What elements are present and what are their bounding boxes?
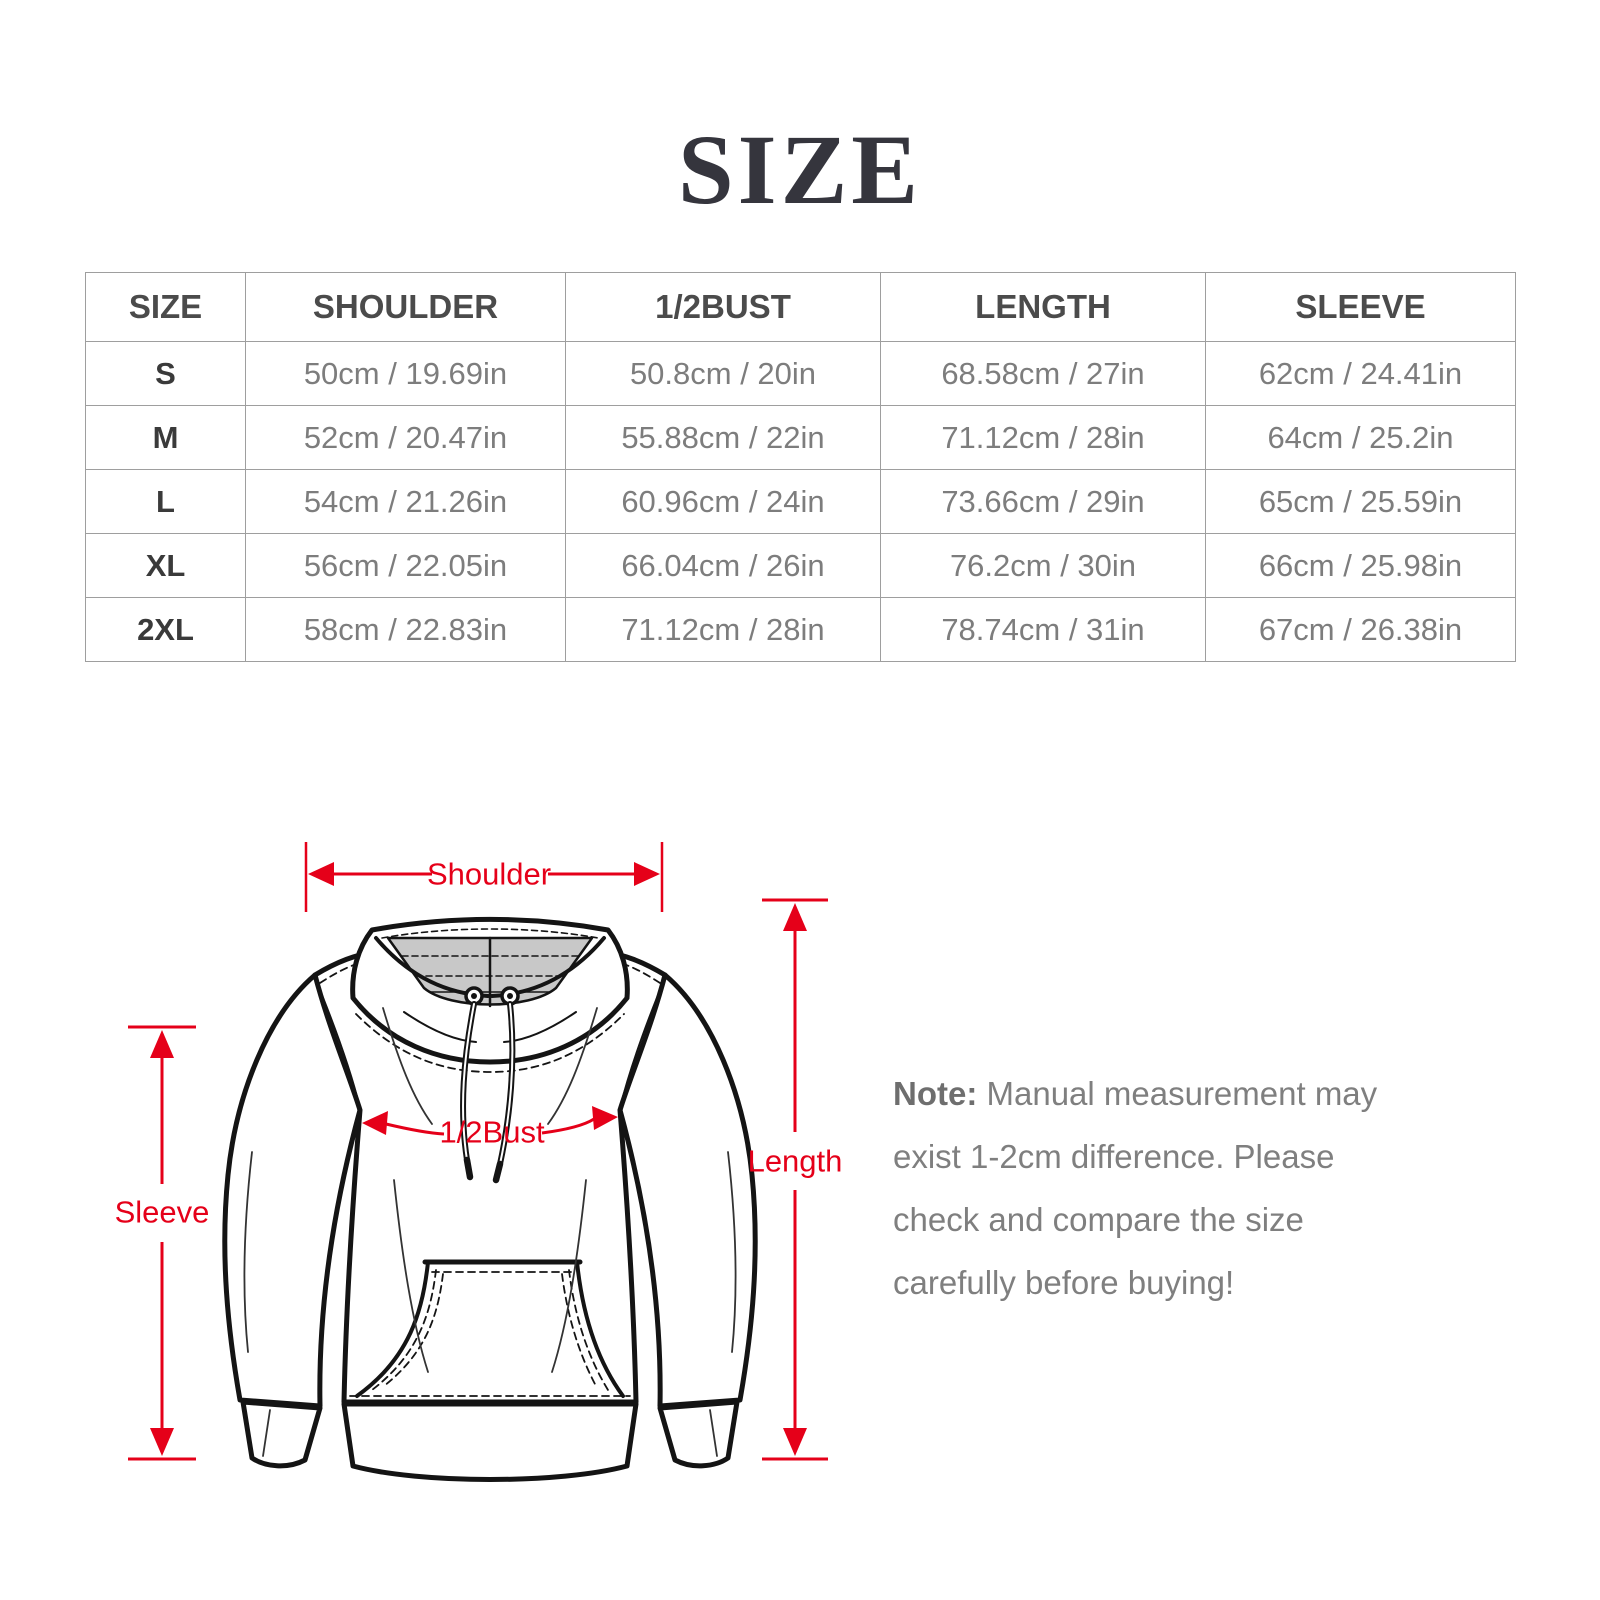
header-size: SIZE (85, 272, 246, 342)
bust-arrow (362, 1106, 618, 1136)
note-text: Note: Manual measurement may exist 1-2cm… (893, 1062, 1493, 1314)
page-title: SIZE (678, 114, 922, 225)
pocket-right-edge (575, 1260, 625, 1398)
cell-size: S (85, 341, 246, 406)
hem-band (341, 1401, 639, 1482)
bust-label: 1/2Bust (439, 1115, 545, 1150)
table-header-row: SIZE SHOULDER 1/2BUST LENGTH SLEEVE (85, 272, 1516, 342)
pocket-left-edge (355, 1260, 430, 1398)
cell-sleeve: 66cm / 25.98in (1205, 533, 1516, 598)
header-shoulder: SHOULDER (245, 272, 566, 342)
cell-shoulder: 52cm / 20.47in (245, 405, 566, 470)
note-prefix: Note: (893, 1075, 978, 1112)
cell-bust: 50.8cm / 20in (565, 341, 881, 406)
cell-length: 71.12cm / 28in (880, 405, 1206, 470)
header-sleeve: SLEEVE (1205, 272, 1516, 342)
header-bust: 1/2BUST (565, 272, 881, 342)
table-row: S 50cm / 19.69in 50.8cm / 20in 68.58cm /… (85, 341, 1516, 406)
table-row: 2XL 58cm / 22.83in 71.12cm / 28in 78.74c… (85, 597, 1516, 662)
cell-bust: 55.88cm / 22in (565, 405, 881, 470)
left-eyelet-hole (471, 993, 477, 999)
cell-shoulder: 54cm / 21.26in (245, 469, 566, 534)
measurement-annotations: Shoulder Sleeve Length (115, 842, 843, 1461)
left-aglet (463, 1156, 474, 1181)
right-armhole-seam (619, 977, 666, 1109)
table-row: XL 56cm / 22.05in 66.04cm / 26in 76.2cm … (85, 533, 1516, 598)
table-row: M 52cm / 20.47in 55.88cm / 22in 71.12cm … (85, 405, 1516, 470)
hood-stitching (381, 928, 599, 977)
sleeve-label: Sleeve (115, 1195, 210, 1230)
note-line: exist 1-2cm difference. Please (893, 1138, 1335, 1175)
note-line: Note: Manual measurement may (893, 1075, 1378, 1112)
right-aglet (492, 1160, 504, 1184)
length-label: Length (748, 1144, 843, 1179)
header-length: LENGTH (880, 272, 1206, 342)
cell-sleeve: 64cm / 25.2in (1205, 405, 1516, 470)
table-row: L 54cm / 21.26in 60.96cm / 24in 73.66cm … (85, 469, 1516, 534)
cell-sleeve: 65cm / 25.59in (1205, 469, 1516, 534)
cell-sleeve: 62cm / 24.41in (1205, 341, 1516, 406)
cell-bust: 60.96cm / 24in (565, 469, 881, 534)
shoulder-label: Shoulder (427, 857, 551, 892)
cell-shoulder: 58cm / 22.83in (245, 597, 566, 662)
fabric-creases (243, 1007, 737, 1457)
right-cuff (657, 1399, 740, 1469)
cell-length: 68.58cm / 27in (880, 341, 1206, 406)
cell-shoulder: 50cm / 19.69in (245, 341, 566, 406)
cell-length: 76.2cm / 30in (880, 533, 1206, 598)
right-drawstring-core (499, 1003, 514, 1165)
pocket-stitching (349, 1269, 631, 1397)
left-armhole-seam (314, 977, 361, 1109)
shoulder-arrow (304, 842, 664, 912)
cell-size: L (85, 469, 246, 534)
cell-length: 73.66cm / 29in (880, 469, 1206, 534)
hoodie-drawing (222, 917, 758, 1482)
note-line: carefully before buying! (893, 1264, 1235, 1301)
cell-bust: 71.12cm / 28in (565, 597, 881, 662)
sleeve-arrow (128, 1025, 196, 1461)
left-drawstring-core (462, 1003, 475, 1161)
right-eyelet-hole (507, 993, 513, 999)
note-line: check and compare the size (893, 1201, 1304, 1238)
cell-size: 2XL (85, 597, 246, 662)
cell-size: M (85, 405, 246, 470)
length-arrow (762, 898, 828, 1461)
cell-size: XL (85, 533, 246, 598)
cell-bust: 66.04cm / 26in (565, 533, 881, 598)
cell-sleeve: 67cm / 26.38in (1205, 597, 1516, 662)
size-table: SIZE SHOULDER 1/2BUST LENGTH SLEEVE S 50… (85, 272, 1516, 662)
hoodie-measurement-diagram: Shoulder Sleeve Length (115, 842, 843, 1482)
cell-length: 78.74cm / 31in (880, 597, 1206, 662)
left-cuff (240, 1399, 323, 1469)
cell-shoulder: 56cm / 22.05in (245, 533, 566, 598)
